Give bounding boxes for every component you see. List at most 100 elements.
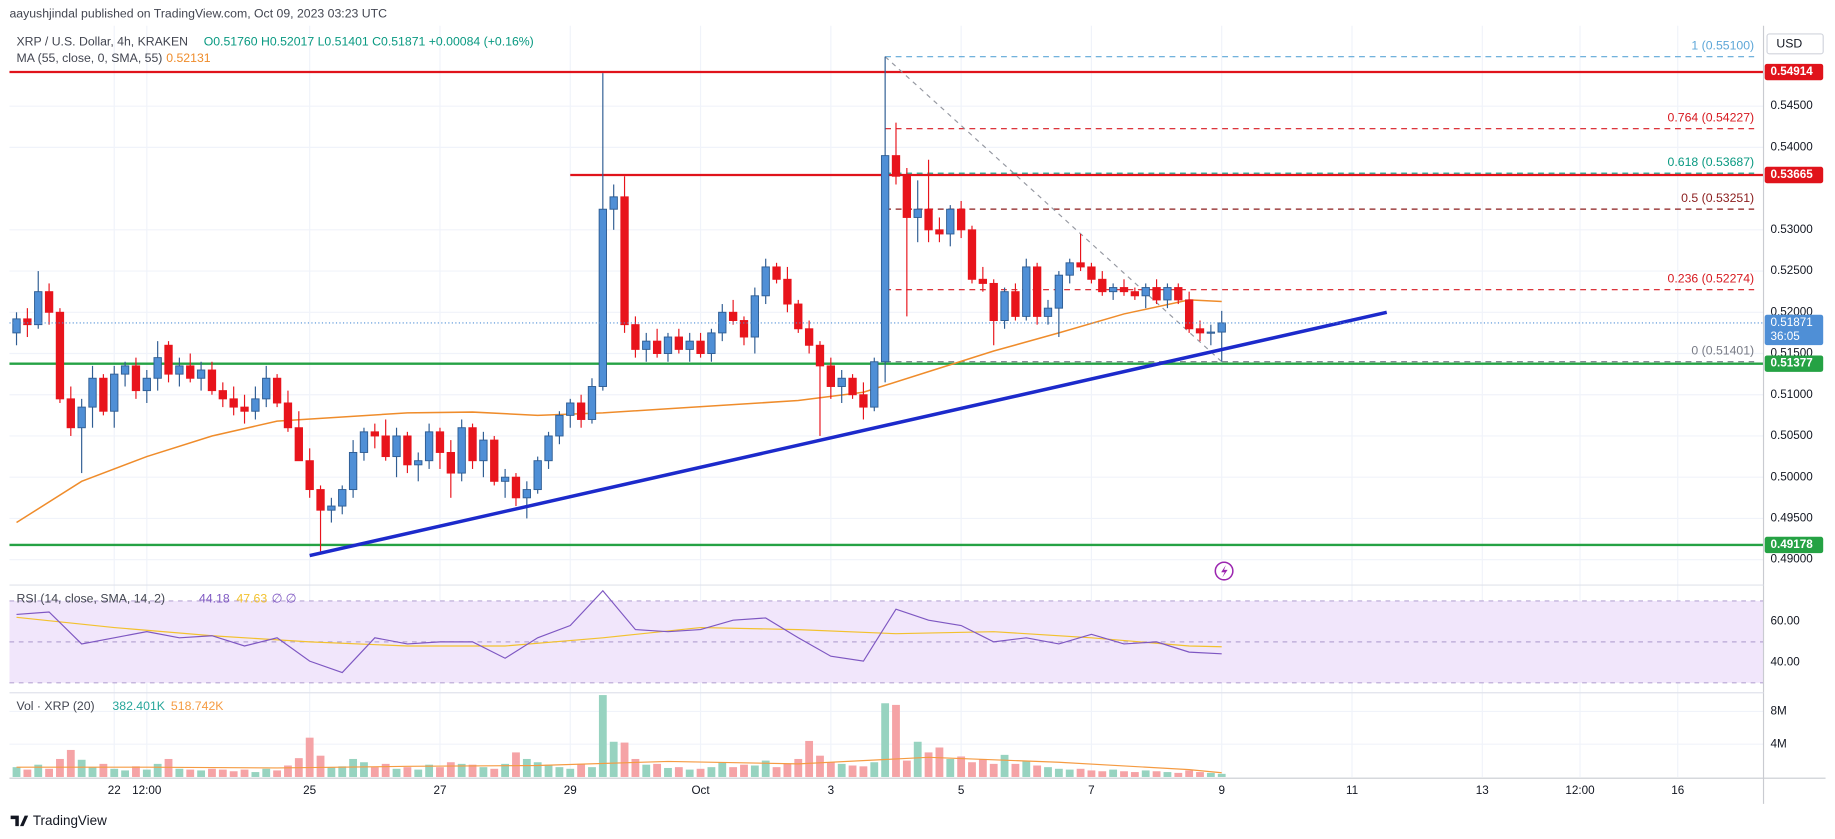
fib-label: 0 (0.51401) bbox=[1691, 343, 1754, 357]
candle-body bbox=[1163, 287, 1172, 301]
level-label: 0.53665 bbox=[1771, 168, 1814, 181]
volume-bar bbox=[99, 763, 108, 777]
volume-bar bbox=[989, 763, 998, 777]
volume-bar bbox=[316, 755, 325, 777]
volume-bar bbox=[110, 768, 119, 777]
y-tick-label: 0.50500 bbox=[1771, 429, 1814, 442]
volume-bar bbox=[23, 769, 32, 777]
volume-bar bbox=[446, 762, 455, 777]
candle-body bbox=[956, 208, 966, 231]
candle-body bbox=[316, 489, 325, 511]
volume-bar bbox=[761, 760, 770, 777]
candle-body bbox=[1195, 328, 1205, 334]
brand-name: TradingView bbox=[33, 813, 107, 828]
volume-bar bbox=[946, 758, 955, 777]
volume-legend: Vol · XRP (20) bbox=[16, 699, 94, 713]
volume-bar bbox=[370, 767, 379, 777]
candle-body bbox=[1043, 307, 1053, 317]
candle-body bbox=[794, 303, 803, 330]
volume-bar bbox=[1065, 769, 1074, 777]
candle-body bbox=[142, 377, 151, 392]
last-price-label: 0.51871 bbox=[1771, 316, 1813, 329]
volume-bar bbox=[924, 752, 933, 777]
candle-body bbox=[1119, 287, 1129, 293]
volume-bar bbox=[696, 768, 705, 777]
volume-bar bbox=[77, 759, 86, 777]
candle-body bbox=[804, 328, 814, 346]
x-tick-label: 5 bbox=[958, 784, 965, 797]
volume-bar bbox=[1054, 768, 1063, 777]
y-tick-label: 0.50000 bbox=[1771, 470, 1814, 483]
volume-bar bbox=[653, 763, 662, 777]
volume-tick-label: 8M bbox=[1771, 705, 1787, 718]
candle-body bbox=[1206, 331, 1216, 334]
volume-bar bbox=[436, 767, 444, 777]
volume-bar bbox=[544, 764, 553, 777]
candle-body bbox=[674, 336, 683, 350]
candle-body bbox=[707, 332, 716, 354]
x-tick-label: 9 bbox=[1218, 784, 1225, 797]
candle-body bbox=[283, 402, 293, 429]
ma-value: 0.52131 bbox=[166, 51, 211, 65]
candle-body bbox=[370, 431, 379, 437]
volume-bar bbox=[522, 758, 531, 777]
candle-body bbox=[1032, 266, 1042, 317]
candle-body bbox=[77, 406, 86, 429]
candle-body bbox=[12, 318, 21, 334]
candle-body bbox=[435, 431, 445, 453]
volume-bar bbox=[783, 763, 792, 777]
volume-bar bbox=[197, 770, 206, 777]
candle-body bbox=[902, 175, 912, 218]
candle-body bbox=[294, 427, 303, 462]
volume-bar bbox=[457, 763, 466, 777]
volume-ma-line bbox=[16, 756, 1222, 774]
candle-body bbox=[131, 365, 141, 392]
rsi-line bbox=[16, 589, 1222, 674]
x-tick-label: 12:00 bbox=[1565, 784, 1595, 797]
candle-body bbox=[392, 435, 401, 458]
volume-bar bbox=[1087, 770, 1096, 777]
volume-bar bbox=[512, 752, 520, 777]
volume-bar bbox=[360, 762, 368, 777]
x-tick-label: 27 bbox=[433, 784, 446, 797]
volume-bar bbox=[577, 763, 586, 777]
volume-bar bbox=[403, 767, 412, 777]
trend-line bbox=[309, 310, 1388, 558]
candle-body bbox=[446, 451, 455, 474]
volume-bar bbox=[620, 742, 629, 777]
volume-bar bbox=[142, 769, 151, 777]
candle-body bbox=[1184, 299, 1194, 330]
volume-bar bbox=[642, 764, 651, 777]
event-icon bbox=[1214, 561, 1234, 581]
symbol-title: XRP / U.S. Dollar, 4h, KRAKEN bbox=[16, 34, 188, 48]
volume-bar bbox=[175, 768, 184, 777]
candle-body bbox=[1108, 287, 1118, 293]
candle-body bbox=[479, 439, 488, 462]
candle-body bbox=[262, 377, 271, 400]
volume-bar bbox=[501, 763, 510, 777]
candle-body bbox=[327, 505, 336, 511]
volume-bar bbox=[273, 770, 282, 777]
candle-body bbox=[218, 390, 227, 400]
candle-body bbox=[1141, 287, 1150, 297]
x-tick-label: 22 bbox=[108, 784, 121, 797]
volume-bar bbox=[88, 767, 97, 777]
volume-bar bbox=[1076, 768, 1085, 777]
volume-bar bbox=[837, 763, 846, 777]
candle-body bbox=[186, 365, 195, 379]
candle-body bbox=[631, 324, 640, 350]
volume-bar bbox=[664, 767, 672, 777]
candle-body bbox=[240, 406, 249, 412]
volume-bar bbox=[685, 769, 694, 777]
candle-body bbox=[989, 282, 998, 321]
candle-body bbox=[55, 311, 65, 400]
volume-bar bbox=[1044, 767, 1052, 777]
x-tick-label: 11 bbox=[1346, 784, 1358, 797]
countdown-label: 36:05 bbox=[1771, 330, 1801, 343]
rsi-sma-value: 47.63 bbox=[236, 591, 267, 605]
candle-body bbox=[891, 155, 901, 177]
volume-bar bbox=[121, 770, 130, 777]
volume-bar bbox=[153, 763, 162, 777]
volume-bar bbox=[284, 765, 292, 777]
volume-bar bbox=[902, 760, 911, 777]
